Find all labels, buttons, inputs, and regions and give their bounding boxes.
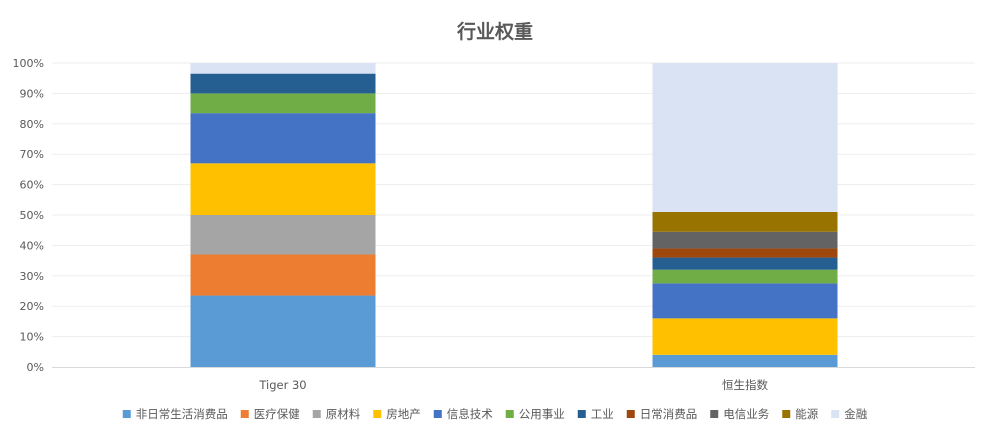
y-tick-label: 40%	[20, 239, 44, 252]
legend-label: 房地产	[386, 407, 421, 421]
bar-segment	[190, 295, 376, 367]
y-axis: 0% 10% 20% 30% 40% 50% 60% 70% 80% 90% 100%	[13, 57, 44, 374]
legend-label: 非日常生活消费品	[136, 407, 228, 421]
legend-swatch	[433, 410, 442, 418]
legend-swatch	[577, 410, 586, 418]
bar-segment	[652, 248, 838, 258]
legend-label: 信息技术	[447, 407, 493, 421]
legend-item: 金融	[831, 407, 868, 421]
bar-segment	[652, 211, 838, 232]
legend-swatch	[505, 410, 514, 418]
y-tick-label: 60%	[20, 179, 44, 192]
legend-label: 金融	[844, 407, 867, 421]
y-tick-label: 100%	[13, 57, 44, 70]
legend-swatch	[312, 410, 321, 418]
bar-segment	[190, 73, 376, 94]
x-category-label: Tiger 30	[258, 378, 306, 392]
legend-swatch	[122, 410, 131, 418]
legend-item: 原材料	[312, 407, 361, 421]
y-tick-label: 50%	[20, 209, 44, 222]
bar-segment	[190, 163, 376, 215]
legend-item: 工业	[577, 407, 614, 421]
legend-item: 能源	[782, 407, 819, 421]
bar-segment	[190, 215, 376, 255]
y-tick-label: 10%	[20, 331, 44, 344]
legend-item: 电信业务	[710, 407, 770, 421]
bar-segment	[652, 283, 838, 319]
bar-segment	[652, 318, 838, 355]
legend-item: 非日常生活消费品	[122, 407, 228, 421]
bar-segment	[190, 113, 376, 164]
legend-item: 房地产	[373, 407, 421, 421]
legend-label: 原材料	[326, 407, 361, 421]
legend-label: 电信业务	[723, 407, 769, 421]
bar-segment	[190, 254, 376, 296]
legend-item: 日常消费品	[626, 407, 698, 421]
y-tick-label: 90%	[20, 87, 44, 100]
bar-segment	[652, 269, 838, 284]
legend-label: 医疗保健	[254, 407, 300, 421]
bar-segment	[652, 257, 838, 270]
legend-item: 信息技术	[433, 407, 493, 421]
bar-segment	[190, 93, 376, 114]
legend-swatch	[240, 410, 249, 418]
legend-item: 医疗保健	[240, 407, 300, 421]
legend-label: 日常消费品	[640, 407, 698, 421]
y-tick-label: 0%	[27, 361, 44, 374]
bar-segment	[652, 63, 838, 212]
x-axis: Tiger 30 恒生指数	[258, 378, 768, 392]
y-tick-label: 70%	[20, 148, 44, 161]
y-tick-label: 80%	[20, 118, 44, 131]
legend-label: 公用事业	[519, 407, 565, 421]
chart-title: 行业权重	[456, 20, 533, 43]
legend-item: 公用事业	[505, 407, 565, 421]
bar-segment	[652, 231, 838, 249]
legend-swatch	[831, 410, 840, 418]
y-tick-label: 30%	[20, 270, 44, 283]
y-tick-label: 20%	[20, 300, 44, 313]
x-category-label: 恒生指数	[722, 378, 768, 392]
legend-swatch	[626, 410, 635, 418]
bars	[190, 63, 838, 367]
legend-swatch	[782, 410, 791, 418]
legend-label: 能源	[795, 407, 818, 421]
bar-segment	[652, 354, 838, 367]
legend-swatch	[710, 410, 719, 418]
bar-segment	[190, 63, 376, 74]
legend-label: 工业	[591, 407, 614, 421]
legend-swatch	[373, 410, 382, 418]
legend: 非日常生活消费品 医疗保健 原材料 房地产 信息技术 公用事业 工业 日常消费品 电信业务 能源 金…	[122, 407, 868, 421]
